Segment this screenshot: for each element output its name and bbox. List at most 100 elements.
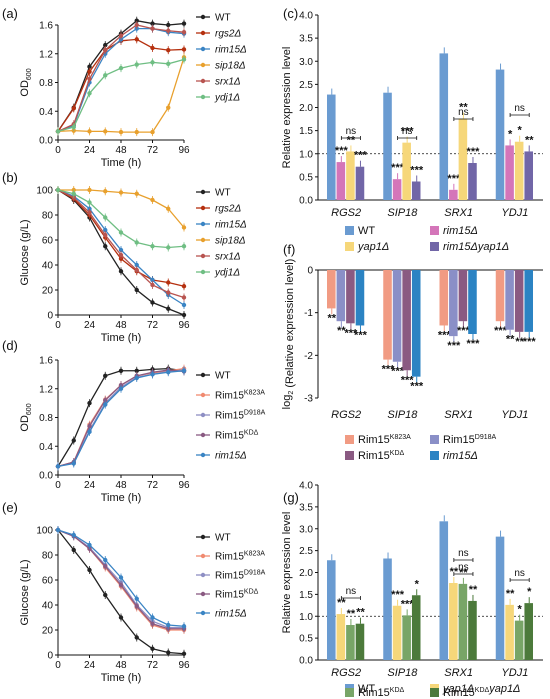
- panel-b-legend-label: WT: [215, 188, 231, 199]
- panel-g-significance-mark: **: [347, 608, 356, 620]
- panel-a-data-point: [134, 129, 139, 135]
- panel-a-data-point: [166, 22, 171, 28]
- panel-b-x-tick-label: 48: [115, 320, 127, 331]
- panel-g-bar: [524, 603, 533, 660]
- label-part: KDΔ: [244, 430, 259, 437]
- panel-b-legend-marker: [200, 237, 206, 243]
- panel-f-legend-swatch: [345, 451, 354, 460]
- panel-f-significance-mark: ***: [410, 381, 424, 393]
- panel-f-y-tick-label: -3: [304, 394, 313, 405]
- panel-a-data-point: [166, 28, 171, 33]
- panel-c-significance-mark: ***: [447, 173, 461, 185]
- panel-b-data-point: [166, 290, 171, 295]
- label-part: Rim15: [358, 687, 390, 699]
- panel-e-x-tick-label: 48: [115, 660, 127, 671]
- panel-g-y-label: Relative expression level: [281, 512, 293, 634]
- panel-a-data-point: [150, 26, 155, 31]
- panel-f-bar: [505, 270, 514, 330]
- label-part: WT: [215, 188, 231, 199]
- panel-e-data-point: [181, 651, 187, 656]
- panel-b-data-point: [181, 295, 187, 300]
- label-part: rgs2Δ: [215, 29, 241, 40]
- panel-c-bar: [346, 151, 355, 200]
- panel-d-y-tick-label: 0.0: [39, 471, 53, 482]
- label-part: yap1Δ: [357, 241, 389, 253]
- panel-f-bar: [439, 270, 449, 326]
- panel-a-x-label: Time (h): [101, 157, 142, 169]
- panel-d-data-point: [150, 372, 155, 377]
- panel-c-significance-mark: ***: [467, 146, 481, 158]
- label-part: (Relative expression level): [284, 259, 296, 391]
- panel-b-data-point: [134, 287, 139, 293]
- panel-g-ns-label: ns: [346, 586, 357, 597]
- panel-c-bar: [524, 151, 533, 200]
- panel-c-significance-mark: **: [347, 134, 356, 146]
- panel-b-data-point: [134, 267, 139, 273]
- panel-b-data-point: [134, 262, 139, 268]
- panel-e-data-point: [134, 604, 139, 609]
- panel-d-data-point: [166, 370, 171, 375]
- panel-f-significance-mark: ***: [391, 366, 405, 378]
- panel-b-y-tick-label: 60: [42, 236, 54, 247]
- panel-d-y-label: OD600: [19, 403, 33, 431]
- panel-d-legend-label: Rim15D918A: [215, 410, 266, 422]
- label-part: Rim15: [215, 590, 244, 601]
- panel-d-data-point: [55, 464, 61, 469]
- panel-e-legend-label: Rim15KDΔ: [215, 589, 259, 601]
- panel-g-bar: [505, 604, 514, 660]
- panel-d-legend-marker: [200, 432, 206, 438]
- panel-g-y-tick-label: 0.0: [299, 656, 313, 667]
- panel-a-data-point: [103, 47, 108, 53]
- panel-f-significance-mark: ***: [438, 329, 452, 341]
- panel-e-x-tick-label: 72: [147, 660, 159, 671]
- panel-a-data-point: [118, 129, 124, 135]
- panel-label-c: (c): [283, 6, 298, 21]
- panel-e-data-point: [55, 527, 61, 533]
- panel-a-y-tick-label: 0.4: [39, 107, 53, 118]
- panel-e-data-point: [166, 650, 171, 655]
- panel-f-legend-swatch: [430, 451, 439, 460]
- panel-a-y-label: OD600: [19, 68, 33, 96]
- panel-f-legend-swatch: [430, 435, 439, 444]
- panel-label-f: (f): [283, 242, 295, 257]
- panel-e-legend-marker: [200, 591, 206, 597]
- panel-d-x-tick-label: 24: [84, 480, 96, 491]
- panel-g-ns-label: ns: [458, 548, 469, 559]
- panel-f-y-label: log2 (Relative expression level): [281, 259, 296, 410]
- label-part: yap1Δ: [442, 683, 474, 695]
- panel-d-legend-marker: [200, 372, 206, 378]
- panel-c-bar: [505, 145, 514, 200]
- label-part: K823A: [244, 390, 265, 397]
- panel-d-data-point: [134, 375, 139, 381]
- panel-c-legend-swatch: [345, 226, 354, 235]
- label-part: 2: [288, 391, 295, 395]
- panel-g-bar: [346, 625, 355, 660]
- panel-d-x-tick-label: 48: [115, 480, 127, 491]
- panel-g-y-tick-label: 3.5: [299, 502, 313, 513]
- panel-b-data-point: [181, 284, 187, 289]
- label-part: KDΔ: [390, 687, 405, 694]
- label-part: rim15Δ: [215, 220, 247, 231]
- label-part: ydj1Δ: [214, 268, 240, 279]
- panel-b-data-point: [87, 210, 92, 215]
- panel-g-category-label: SRX1: [444, 667, 473, 679]
- panel-f-legend-label: Rim15KDΔ: [358, 450, 405, 462]
- panel-c-significance-mark: ***: [335, 145, 349, 157]
- label-part: KDΔ: [244, 589, 259, 596]
- panel-e-y-tick-label: 20: [42, 626, 54, 637]
- panel-e-data-point: [118, 582, 124, 588]
- panel-f-significance-mark: ***: [457, 325, 471, 337]
- panel-b-legend-label: sip18Δ: [215, 236, 246, 247]
- panel-c-significance-mark: **: [459, 102, 468, 114]
- panel-a-y-tick-label: 0.8: [39, 78, 53, 89]
- panel-b-y-label: Glucose (g/L): [19, 219, 31, 285]
- panel-g-y-tick-label: 2.0: [299, 568, 313, 579]
- panel-c-y-tick-label: 0.5: [299, 172, 313, 183]
- panel-b-data-point: [150, 244, 155, 249]
- panel-f-category-label: YDJ1: [501, 409, 528, 421]
- panel-f-legend-label: Rim15D918A: [443, 434, 497, 446]
- label-part: WT: [215, 13, 231, 24]
- panel-e-data-point: [87, 542, 92, 548]
- panel-b-data-point: [181, 225, 187, 230]
- panel-e-data-point: [181, 624, 187, 629]
